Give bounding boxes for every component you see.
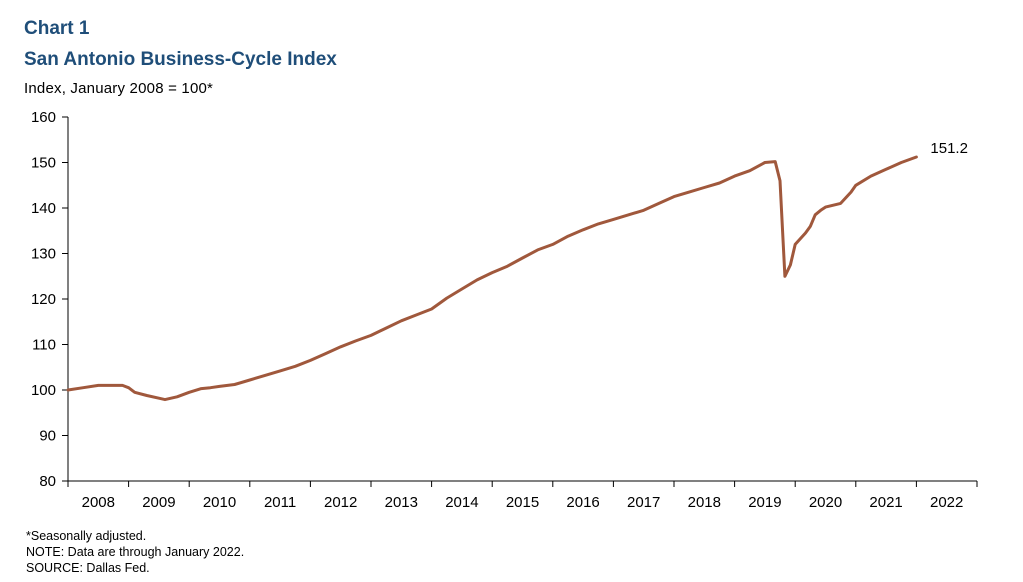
x-tick-label: 2011: [264, 494, 296, 511]
footnote-source: SOURCE: Dallas Fed.: [26, 561, 150, 575]
x-tick-label: 2013: [385, 494, 418, 511]
footnote-seasonal: *Seasonally adjusted.: [26, 529, 147, 543]
x-tick-label: 2008: [82, 494, 115, 511]
chart-title: San Antonio Business-Cycle Index: [24, 49, 337, 70]
y-tick-label: 100: [31, 382, 56, 399]
x-tick-label: 2017: [627, 494, 660, 511]
x-tick-label: 2014: [445, 494, 478, 511]
y-axis: 80 90 100 110 120 130 140 150 160: [31, 109, 69, 490]
x-tick-label: 2016: [566, 494, 599, 511]
x-tick-label: 2009: [142, 494, 175, 511]
y-axis-unit-label: Index, January 2008 = 100*: [24, 80, 214, 97]
y-tick-label: 130: [31, 246, 56, 263]
y-tick-label: 150: [31, 155, 56, 172]
x-tick-label: 2019: [748, 494, 781, 511]
end-value-label: 151.2: [930, 140, 968, 157]
y-tick-label: 80: [39, 473, 56, 490]
x-tick-label: 2022: [930, 494, 963, 511]
x-tick-label: 2021: [869, 494, 902, 511]
x-tick-label: 2012: [324, 494, 357, 511]
series-lines: [66, 155, 918, 402]
y-tick-label: 110: [32, 337, 56, 354]
x-tick-label: 2010: [203, 494, 236, 511]
x-tick-label: 2018: [688, 494, 721, 511]
chart-number: Chart 1: [24, 18, 90, 39]
y-tick-label: 140: [31, 200, 56, 217]
x-tick-label: 2015: [506, 494, 539, 511]
y-tick-label: 90: [39, 428, 56, 445]
x-tick-label: 2020: [809, 494, 842, 511]
footnote-note: NOTE: Data are through January 2022.: [26, 545, 245, 559]
x-axis: 2008 2009 2010 2011 2012 2013 2014 2015 2016 2017…: [67, 480, 978, 511]
y-tick-label: 120: [31, 291, 56, 308]
series-line: [66, 155, 918, 402]
y-tick-label: 160: [31, 109, 56, 126]
